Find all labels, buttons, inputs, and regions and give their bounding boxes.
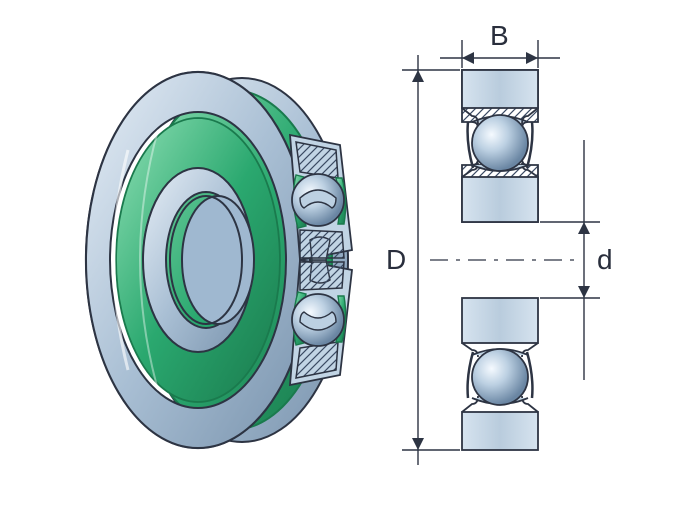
label-d: d: [597, 244, 613, 276]
label-B: B: [490, 20, 509, 52]
ball-bottom: [472, 349, 528, 405]
inner-ring-top-body: [462, 177, 538, 222]
outer-ring-bottom-body: [462, 412, 538, 450]
cross-section-drawing: [0, 0, 677, 507]
iso-bore: [182, 196, 254, 324]
iso-cutaway: [86, 72, 352, 448]
ball-top: [472, 115, 528, 171]
inner-ring-bottom-body: [462, 298, 538, 343]
section-group: [402, 40, 600, 465]
outer-ring-top-body: [462, 70, 538, 108]
label-D: D: [386, 244, 406, 276]
diagram-canvas: B D d: [0, 0, 677, 507]
